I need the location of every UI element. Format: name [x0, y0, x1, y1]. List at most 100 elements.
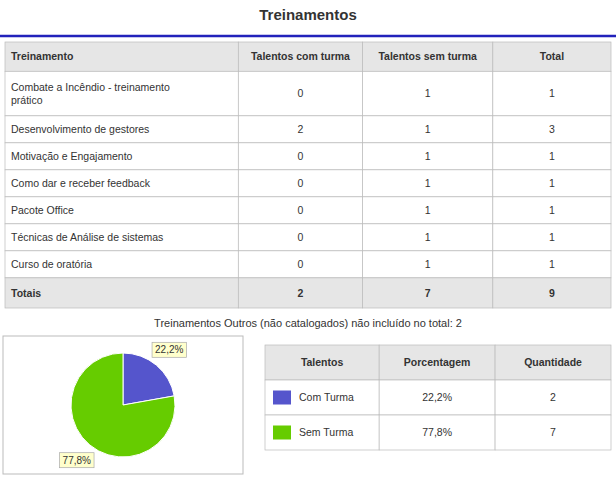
cell-text-line: Técnicas de Análise de sistemas — [11, 231, 163, 243]
legend-percent: 22,2% — [422, 391, 452, 403]
cell-text-line: Como dar e receber feedback — [11, 177, 151, 189]
table-cell — [363, 143, 493, 170]
cell-text: 1 — [425, 123, 431, 135]
cell-text-line: 0 — [298, 150, 304, 162]
cell-text-line: 1 — [425, 204, 431, 216]
table-cell — [493, 278, 611, 308]
cell-text: 3 — [549, 123, 555, 135]
cell-text-line: 1 — [549, 204, 555, 216]
cell-text-line: 3 — [549, 123, 555, 135]
cell-text: 1 — [425, 150, 431, 162]
table-cell — [238, 278, 362, 308]
cell-text: 1 — [549, 150, 555, 162]
column-header: Treinamento — [11, 50, 73, 62]
cell-text-line: 1 — [425, 231, 431, 243]
cell-text-line: Total — [540, 50, 564, 62]
cell-text: 1 — [549, 87, 555, 99]
cell-text: 0 — [298, 204, 304, 216]
pie-slice — [71, 353, 175, 457]
legend-header: Porcentagem — [404, 356, 471, 368]
cell-text-line: Talentos sem turma — [378, 50, 477, 62]
cell-text-line: 1 — [425, 258, 431, 270]
table-cell — [495, 345, 611, 380]
data-label: 77,8% — [60, 453, 94, 468]
legend-swatch — [273, 391, 291, 405]
table-cell — [495, 415, 611, 450]
cell-text-line: 1 — [425, 87, 431, 99]
cell-text-line: 0 — [298, 258, 304, 270]
legend-label: Sem Turma — [299, 426, 353, 438]
cell-text: 1 — [425, 177, 431, 189]
data-label-text: 77,8% — [63, 455, 91, 466]
chart: TreinamentosTreinamentoTalentos com turm… — [0, 0, 616, 482]
table-cell — [363, 170, 493, 197]
totals-cell: 9 — [549, 287, 555, 299]
cell-text-line: Quantidade — [524, 356, 582, 368]
table: Treinamento Talentos com turma Talentos se… — [5, 42, 611, 308]
cell-text: Combate a Incêndio - treinamentoprático — [11, 81, 170, 106]
table-cell — [363, 42, 493, 71]
table-cell — [493, 71, 611, 116]
cell-text-line: 1 — [549, 87, 555, 99]
table-cell — [238, 116, 362, 143]
cell-text-line: Motivação e Engajamento — [11, 150, 133, 162]
column-header: Total — [540, 50, 564, 62]
table-cell — [5, 71, 238, 116]
table-cell — [495, 380, 611, 415]
pie-frame — [3, 336, 243, 474]
cell-text: Pacote Office — [11, 204, 74, 216]
cell-text-line: prático — [11, 94, 43, 106]
table-cell — [265, 415, 379, 450]
column-header: Talentos com turma — [251, 50, 350, 62]
cell-text: Curso de oratória — [11, 258, 92, 270]
cell-text-line: 1 — [425, 150, 431, 162]
cell-text-line: Porcentagem — [404, 356, 471, 368]
cell-text-line: 77,8% — [422, 426, 452, 438]
cell-text-line: Combate a Incêndio - treinamento — [11, 81, 170, 93]
cell-text-line: 0 — [298, 177, 304, 189]
cell-text: 1 — [425, 258, 431, 270]
table-cell — [5, 42, 238, 71]
legend-header: Quantidade — [524, 356, 582, 368]
table-cell — [363, 197, 493, 224]
cell-text: 1 — [549, 204, 555, 216]
table-cell — [5, 224, 238, 251]
table-cell — [493, 42, 611, 71]
legend-label: Com Turma — [299, 391, 354, 403]
data-label-text: 22,2% — [155, 344, 183, 355]
cell-text: Técnicas de Análise de sistemas — [11, 231, 163, 243]
table-cell — [379, 380, 495, 415]
table-cell — [238, 224, 362, 251]
table-cell — [493, 251, 611, 278]
table-cell — [238, 170, 362, 197]
totals-cell: Totais — [11, 287, 41, 299]
legend-swatch — [273, 426, 291, 440]
cell-text-line: 7 — [425, 287, 431, 299]
legend-header: Talentos — [301, 356, 344, 368]
table-cell — [379, 345, 495, 380]
cell-text: 0 — [298, 150, 304, 162]
cell-text: 1 — [425, 204, 431, 216]
cell-text: 1 — [549, 231, 555, 243]
pie: 22,2% 77,8% — [60, 342, 187, 467]
table-cell — [363, 116, 493, 143]
note: Treinamentos Outros (não catalogados) nã… — [154, 317, 462, 329]
table-cell — [379, 415, 495, 450]
cell-text-line: 1 — [549, 177, 555, 189]
table-cell — [493, 116, 611, 143]
table-cell — [238, 143, 362, 170]
table-cell — [265, 345, 379, 380]
legend: TalentosPorcentagemQuantidadeCom Turma22… — [265, 345, 611, 450]
legend-quantity: 7 — [550, 426, 556, 438]
cell-text: 1 — [425, 87, 431, 99]
table-cell — [363, 71, 493, 116]
cell-text-line: Talentos — [301, 356, 344, 368]
cell-text-line: 1 — [425, 123, 431, 135]
cell-text: Motivação e Engajamento — [11, 150, 133, 162]
cell-text-line: 9 — [549, 287, 555, 299]
legend-quantity: 2 — [550, 391, 556, 403]
table-cell — [493, 197, 611, 224]
cell-text: 1 — [549, 177, 555, 189]
cell-text-line: 2 — [298, 287, 304, 299]
table-cell — [238, 42, 362, 71]
